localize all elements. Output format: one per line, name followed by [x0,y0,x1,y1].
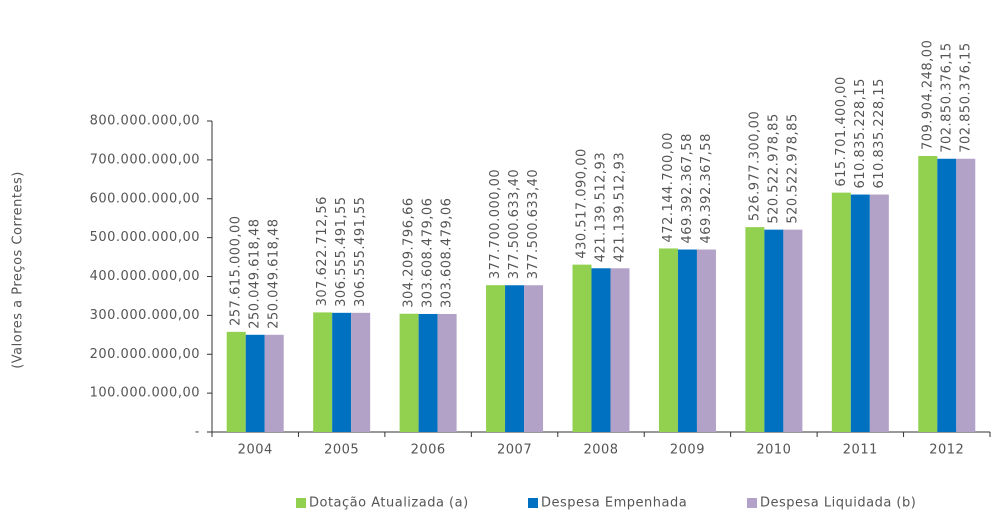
value-label: 610.835.228,15 [872,78,887,188]
bar [831,192,851,432]
x-tick-label: 2004 [238,443,273,458]
legend-swatch [296,498,306,508]
value-label: 469.392.367,58 [680,133,695,243]
value-label: 303.608.479,06 [421,198,436,308]
x-tick-label: 2007 [497,443,532,458]
value-label: 702.850.376,15 [958,42,973,152]
value-label: 702.850.376,15 [939,42,954,152]
bar [658,248,678,432]
bar [869,194,889,432]
bar [850,194,870,432]
bar [264,334,284,432]
bar [399,313,419,432]
bar [351,312,371,432]
x-tick-label: 2011 [843,443,878,458]
bar [591,268,611,432]
bar [918,156,938,432]
legend-swatch [747,498,757,508]
y-tick-label: 500.000.000,00 [90,230,200,245]
value-label: 430.517.090,00 [575,148,590,258]
bar [745,227,765,432]
value-label: 304.209.796,66 [402,197,417,307]
x-tick-label: 2006 [411,443,446,458]
value-label: 520.522.978,85 [785,113,800,223]
bar [332,312,352,432]
x-tick-label: 2008 [583,443,618,458]
y-axis-label: (Valores a Preços Correntes) [11,171,26,369]
bar [783,229,803,432]
bar [313,312,333,432]
y-tick-label: 100.000.000,00 [90,386,200,401]
value-label: 257.615.000,00 [229,215,244,325]
bar [956,158,976,433]
value-label: 303.608.479,06 [440,198,455,308]
y-tick-label: 300.000.000,00 [90,308,200,323]
value-label: 250.049.618,48 [248,218,263,328]
x-tick-label: 2012 [929,443,964,458]
x-tick-label: 2005 [324,443,359,458]
bar [505,285,525,432]
value-label: 472.144.700,00 [661,132,676,242]
legend-label: Despesa Empenhada [541,496,687,511]
value-label: 469.392.367,58 [699,133,714,243]
y-tick-label: 800.000.000,00 [90,114,200,129]
bar [418,313,438,432]
legend-swatch [528,498,538,508]
bar [610,268,630,432]
value-label: 250.049.618,48 [267,218,282,328]
bar [245,334,265,432]
value-label: 306.555.491,55 [353,196,368,306]
bar [437,313,457,432]
y-tick-label: 400.000.000,00 [90,269,200,284]
value-label: 421.139.512,93 [594,152,609,262]
value-label: 306.555.491,55 [334,196,349,306]
bar [524,285,544,432]
y-tick-label: 600.000.000,00 [90,191,200,206]
value-label: 526.977.300,00 [747,111,762,221]
value-label: 610.835.228,15 [853,78,868,188]
legend-label: Dotação Atualizada (a) [309,496,469,511]
value-label: 421.139.512,93 [613,152,628,262]
value-label: 615.701.400,00 [834,76,849,186]
value-label: 377.500.633,40 [526,169,541,279]
y-tick-label: 700.000.000,00 [90,152,200,167]
x-tick-label: 2010 [756,443,791,458]
bar [226,331,246,432]
bar [486,285,506,432]
y-tick-label: 200.000.000,00 [90,347,200,362]
x-tick-label: 2009 [670,443,705,458]
value-label: 307.622.712,56 [315,196,330,306]
value-label: 377.500.633,40 [507,169,522,279]
legend-label: Despesa Liquidada (b) [760,496,916,511]
bar [696,249,716,432]
bar [764,229,784,432]
y-tick-label: - [195,425,200,440]
bar [937,158,957,433]
value-label: 709.904.248,00 [920,40,935,150]
value-label: 520.522.978,85 [766,113,781,223]
bar [677,249,697,432]
value-label: 377.700.000,00 [488,169,503,279]
bar [572,264,592,432]
